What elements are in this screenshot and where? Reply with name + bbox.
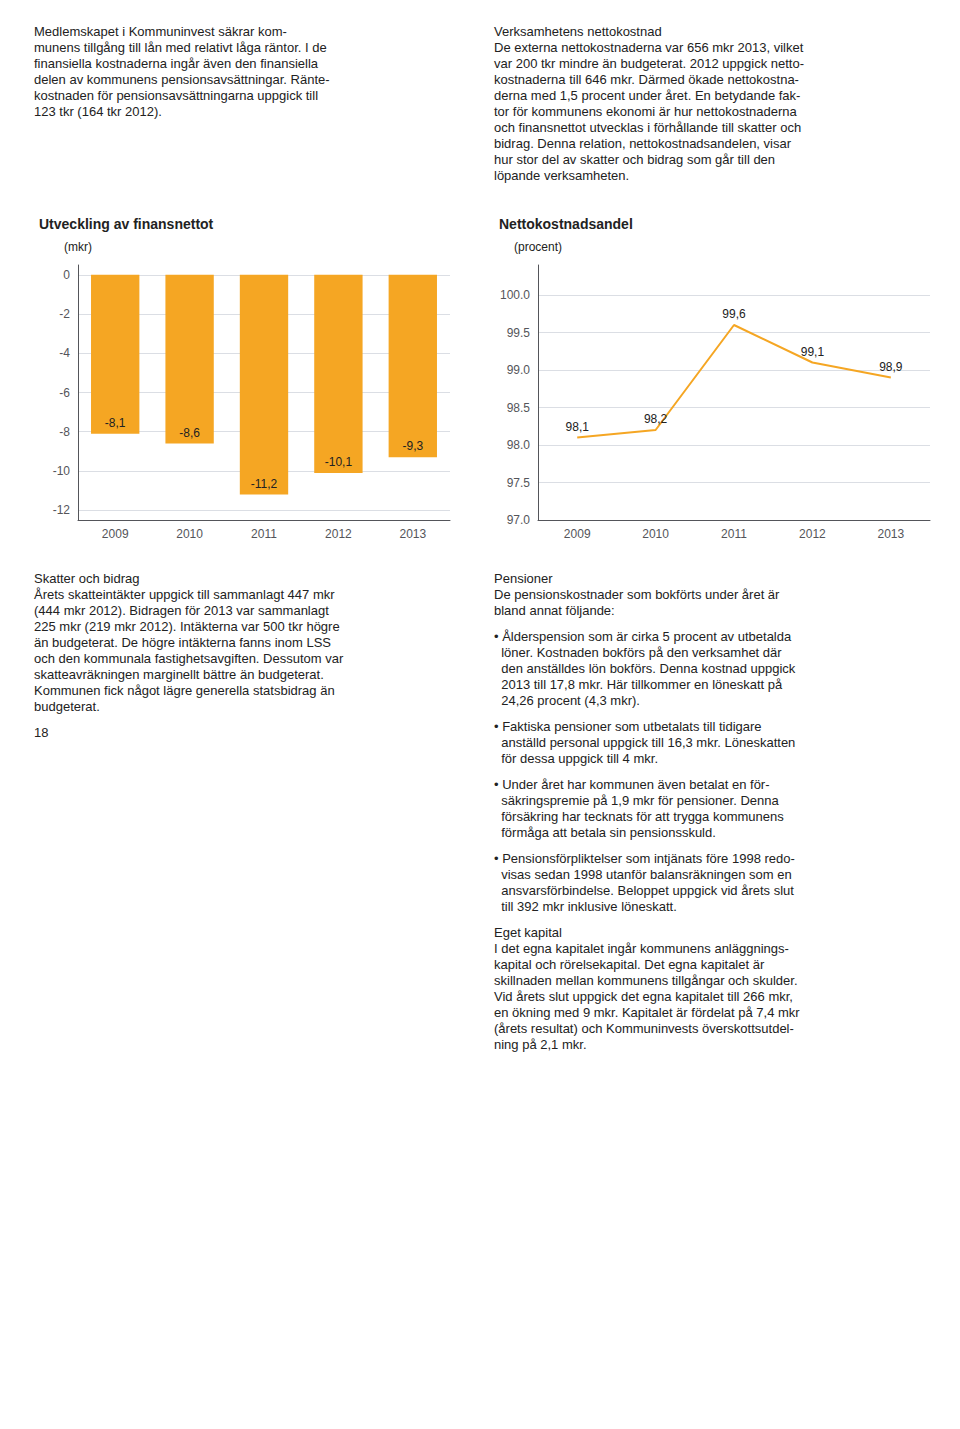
svg-text:Pensioner: Pensioner [494,571,553,586]
svg-text:(444 mkr 2012). Bidragen för 2: (444 mkr 2012). Bidragen för 2013 var sa… [34,603,329,618]
svg-text:än budgeterat. De högre intäkt: än budgeterat. De högre intäkterna fanns… [34,635,331,650]
svg-text:skatteavräkningen marginellt b: skatteavräkningen marginellt bättre än b… [34,667,324,682]
svg-text:Eget kapital: Eget kapital [494,925,562,940]
svg-text:2013 till 17,8 mkr. Här tillko: 2013 till 17,8 mkr. Här tillkommer en lö… [494,677,783,692]
svg-text:Kommunen fick något lägre gene: Kommunen fick något lägre generella stat… [34,683,335,698]
svg-text:(procent): (procent) [514,240,562,254]
svg-text:97.0: 97.0 [507,513,531,527]
svg-text:2009: 2009 [102,527,129,541]
svg-text:-11,2: -11,2 [251,477,278,491]
svg-text:för dessa uppgick till 4 mkr.: för dessa uppgick till 4 mkr. [494,751,658,766]
svg-text:98,9: 98,9 [879,360,903,374]
svg-text:97.5: 97.5 [507,476,531,490]
svg-text:98.0: 98.0 [507,438,531,452]
svg-text:2012: 2012 [799,527,826,541]
svg-text:en ökning med 9 mkr. Kapitalet: en ökning med 9 mkr. Kapitalet är fördel… [494,1005,800,1020]
svg-text:ansvarsförbindelse. Beloppet u: ansvarsförbindelse. Beloppet uppgick vid… [494,883,794,898]
svg-text:tor för kommunens ekonomi är h: tor för kommunens ekonomi är hur nettoko… [494,104,798,119]
svg-text:I det egna kapitalet ingår kom: I det egna kapitalet ingår kommunens anl… [494,941,789,956]
svg-text:• Ålderspension som är cirka 5: • Ålderspension som är cirka 5 procent a… [494,629,792,644]
svg-text:-2: -2 [59,307,70,321]
svg-text:0: 0 [63,268,70,282]
svg-text:18: 18 [34,725,48,740]
svg-text:99.5: 99.5 [507,326,531,340]
svg-text:förmåga att betala sin pension: förmåga att betala sin pensionsskuld. [494,825,716,840]
svg-text:till 392 mkr inklusive löneska: till 392 mkr inklusive löneskatt. [494,899,677,914]
svg-text:99.0: 99.0 [507,363,531,377]
svg-text:(mkr): (mkr) [64,240,92,254]
svg-text:anställd personal uppgick till: anställd personal uppgick till 16,3 mkr.… [494,735,795,750]
svg-text:-8: -8 [59,425,70,439]
svg-text:och finansnettot utvecklas i f: och finansnettot utvecklas i förhållande… [494,120,801,135]
svg-text:2010: 2010 [642,527,669,541]
svg-text:säkringspremie på 1,9 mkr för: säkringspremie på 1,9 mkr för pensioner.… [494,793,779,808]
svg-text:hur stor del av skatter och bi: hur stor del av skatter och bidrag som g… [494,152,775,167]
svg-text:var 200 tkr mindre än budgeter: var 200 tkr mindre än budgeterat. 2012 u… [494,56,804,71]
svg-text:finansiella kostnaderna ingår: finansiella kostnaderna ingår även den f… [34,56,319,71]
svg-text:225 mkr (219 mkr 2012). Intäkt: 225 mkr (219 mkr 2012). Intäkterna var 5… [34,619,340,634]
svg-text:-4: -4 [59,346,70,360]
svg-text:2010: 2010 [176,527,203,541]
svg-text:ning på 2,1 mkr.: ning på 2,1 mkr. [494,1037,587,1052]
svg-text:2013: 2013 [877,527,904,541]
svg-text:Utveckling av finansnettot: Utveckling av finansnettot [39,216,214,232]
svg-text:munens tillgång till lån med r: munens tillgång till lån med relativt lå… [34,40,327,55]
svg-text:kostnaden för pensionsavsättni: kostnaden för pensionsavsättningarna upp… [34,88,318,103]
svg-text:löner. Kostnaden bokförs på de: löner. Kostnaden bokförs på den verksamh… [494,645,782,660]
svg-text:2011: 2011 [251,527,277,541]
svg-text:98.5: 98.5 [507,401,531,415]
svg-text:delen av kommunens pensionsavs: delen av kommunens pensionsavsättningar.… [34,72,330,87]
svg-text:-6: -6 [59,386,70,400]
svg-text:2009: 2009 [564,527,591,541]
svg-text:löpande verksamheten.: löpande verksamheten. [494,168,629,183]
svg-text:• Pensionsförpliktelser som in: • Pensionsförpliktelser som intjänats fö… [494,851,795,866]
svg-text:2011: 2011 [721,527,747,541]
svg-text:visas sedan 1998 utanför balan: visas sedan 1998 utanför balansräkningen… [494,867,792,882]
svg-text:Skatter och bidrag: Skatter och bidrag [34,571,140,586]
svg-text:bland annat följande:: bland annat följande: [494,603,615,618]
svg-text:-8,1: -8,1 [105,416,126,430]
svg-text:98,1: 98,1 [566,420,590,434]
svg-text:(årets resultat) och Kommuninv: (årets resultat) och Kommuninvests övers… [494,1021,794,1036]
svg-text:99,1: 99,1 [801,345,825,359]
svg-text:-12: -12 [53,503,71,517]
svg-text:Nettokostnadsandel: Nettokostnadsandel [499,216,633,232]
svg-text:99,6: 99,6 [722,307,746,321]
svg-text:-10: -10 [53,464,71,478]
svg-text:Verksamhetens nettokostnad: Verksamhetens nettokostnad [494,24,662,39]
svg-text:De pensionskostnader som bokfö: De pensionskostnader som bokförts under … [494,587,780,602]
svg-text:-9,3: -9,3 [402,439,423,453]
svg-text:123 tkr (164 tkr 2012).: 123 tkr (164 tkr 2012). [34,104,162,119]
svg-text:2013: 2013 [399,527,426,541]
svg-text:• Faktiska pensioner som utbet: • Faktiska pensioner som utbetalats till… [494,719,762,734]
svg-text:100.0: 100.0 [500,288,530,302]
svg-text:De externa nettokostnaderna va: De externa nettokostnaderna var 656 mkr … [494,40,804,55]
svg-text:98,2: 98,2 [644,412,668,426]
svg-text:skillnaden mellan kommunens ti: skillnaden mellan kommunens tillgångar o… [494,973,798,988]
svg-text:och den kommunala fastighetsav: och den kommunala fastighetsavgiften. De… [34,651,344,666]
svg-text:försäkring har tecknats för at: försäkring har tecknats för att trygga k… [494,809,784,824]
svg-text:kapital och rörelsekapital. De: kapital och rörelsekapital. Det egna kap… [494,957,765,972]
svg-text:kostnaderna till 646 mkr. Därm: kostnaderna till 646 mkr. Därmed ökade n… [494,72,799,87]
svg-text:-10,1: -10,1 [325,455,353,469]
svg-text:Vid årets slut uppgick det egn: Vid årets slut uppgick det egna kapitale… [494,989,793,1004]
svg-text:• Under året har kommunen även: • Under året har kommunen även betalat e… [494,777,770,792]
svg-text:-8,6: -8,6 [179,426,200,440]
svg-text:2012: 2012 [325,527,352,541]
svg-text:den anställdes lön bokförs. De: den anställdes lön bokförs. Denna kostna… [494,661,796,676]
svg-text:budgeterat.: budgeterat. [34,699,100,714]
svg-text:derna med 1,5 procent under år: derna med 1,5 procent under året. En bet… [494,88,800,103]
svg-text:Medlemskapet i Kommuninvest sä: Medlemskapet i Kommuninvest säkrar kom- [34,24,287,39]
svg-text:24,26 procent (4,3 mkr).: 24,26 procent (4,3 mkr). [494,693,640,708]
svg-text:Årets skatteintäkter uppgick t: Årets skatteintäkter uppgick till samman… [34,587,335,602]
svg-text:bidrag. Denna relation, nettok: bidrag. Denna relation, nettokostnadsand… [494,136,792,151]
